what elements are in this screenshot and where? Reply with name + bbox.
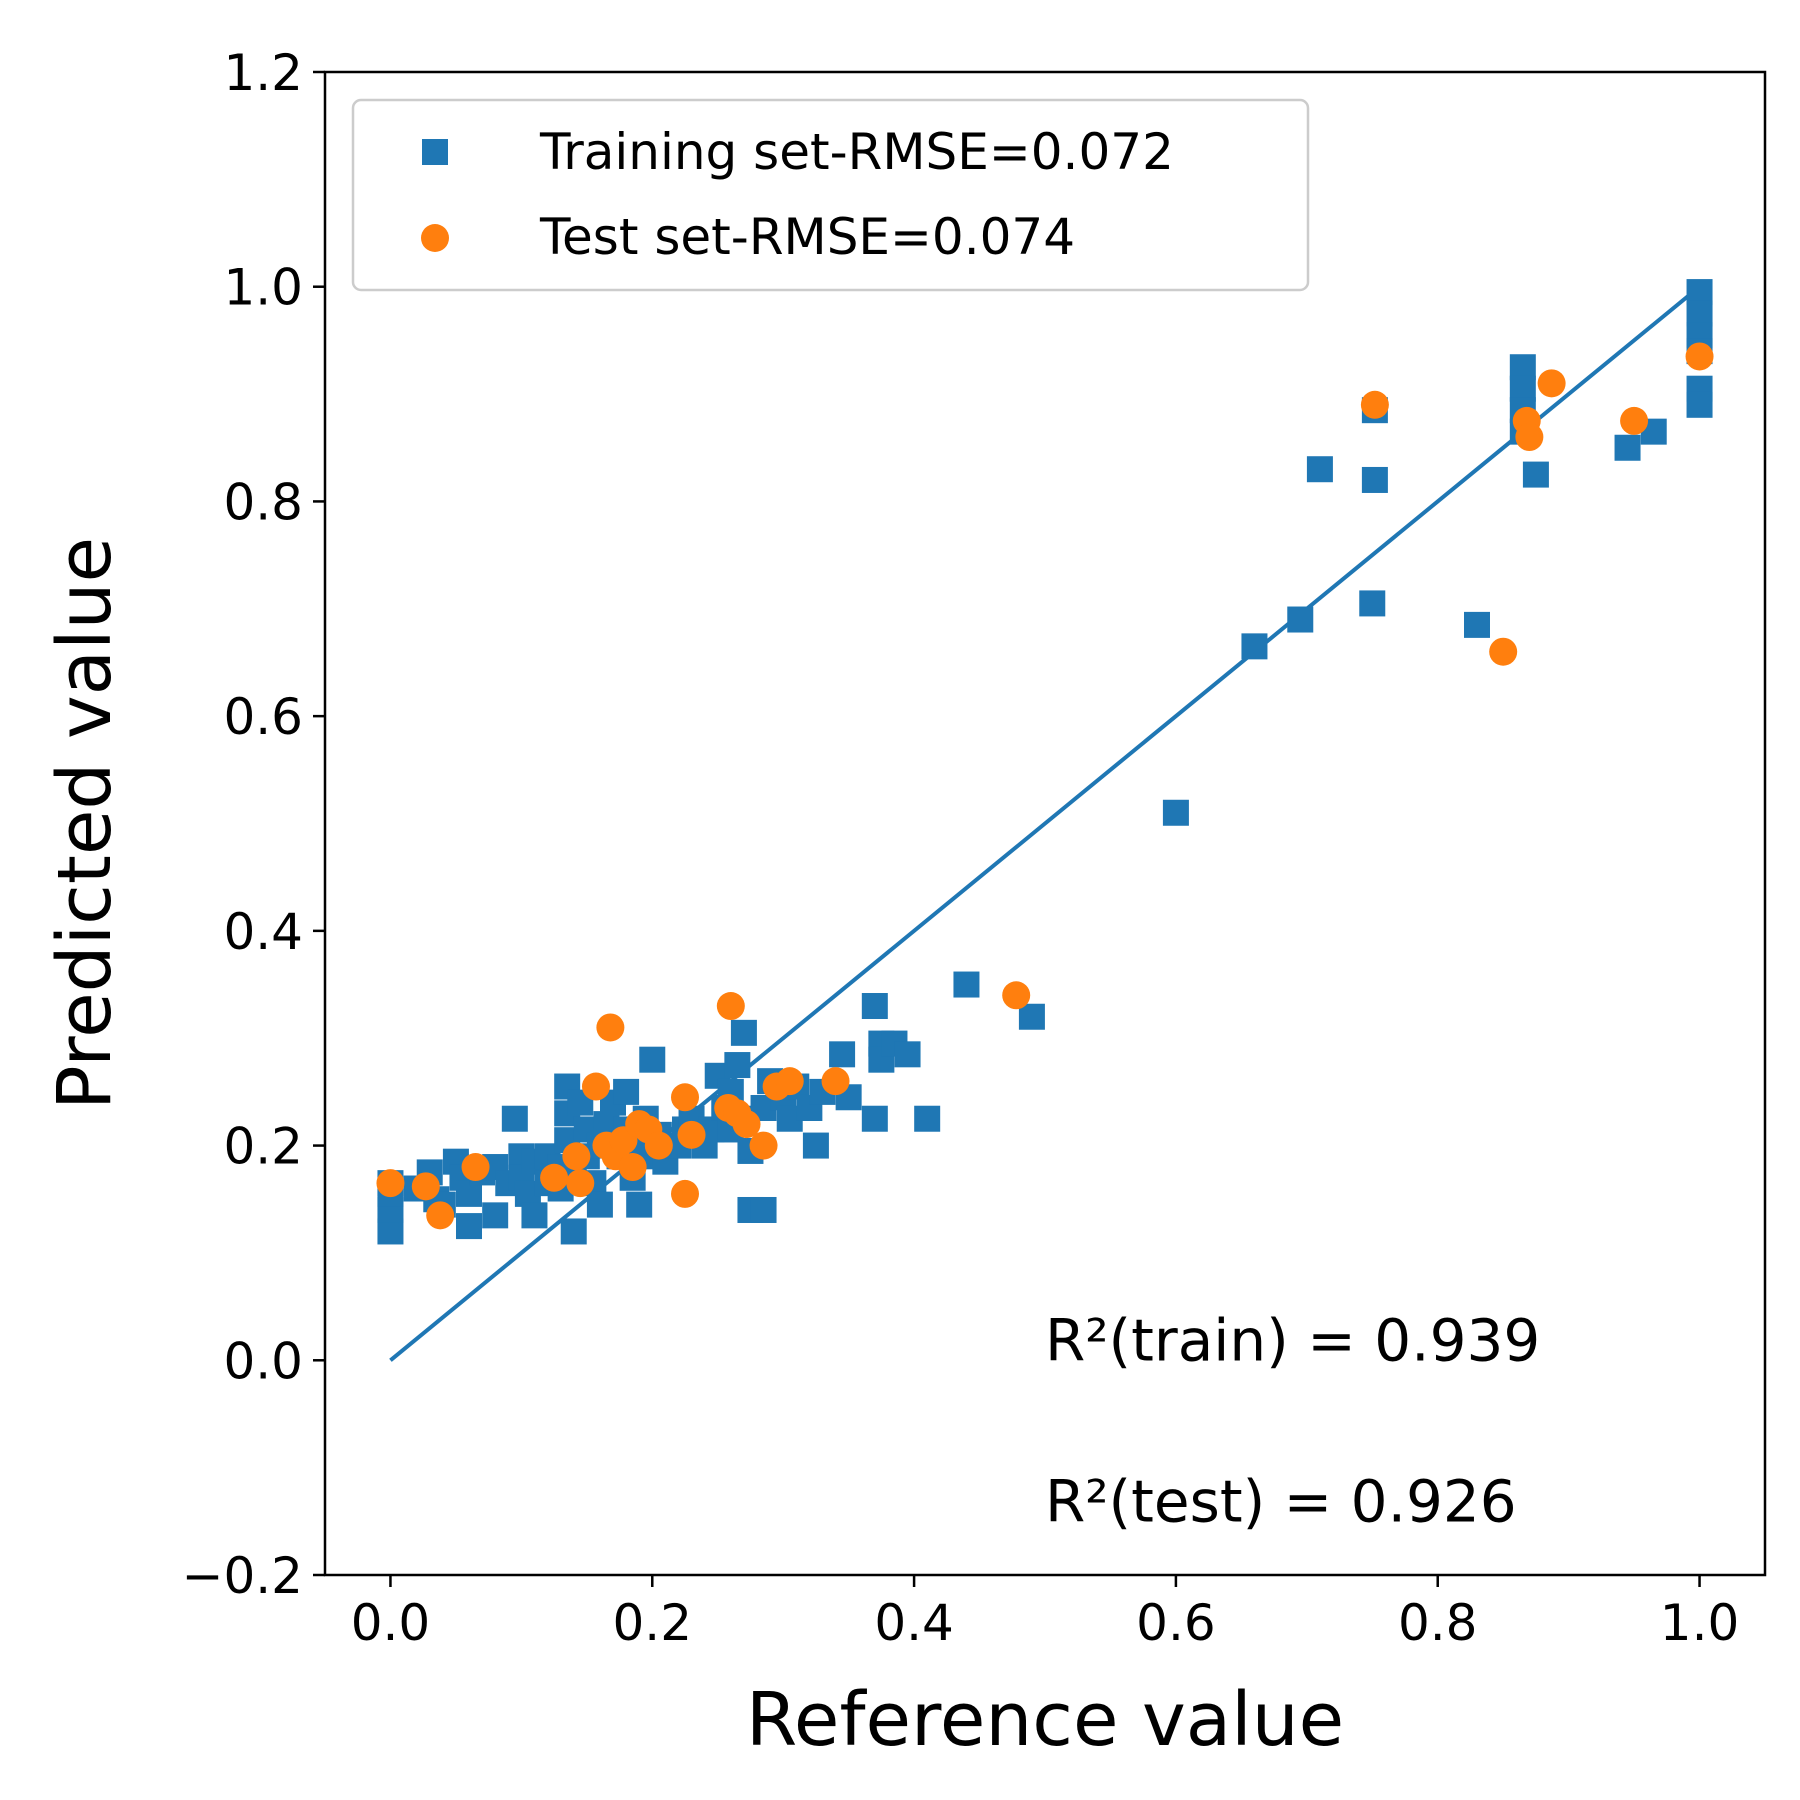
test-point — [426, 1201, 455, 1230]
test-point — [749, 1131, 778, 1160]
test-point — [644, 1131, 673, 1160]
test-point — [618, 1153, 647, 1182]
legend-square-marker — [422, 139, 448, 165]
y-axis-label: Predicted value — [42, 537, 128, 1110]
training-point — [1241, 633, 1268, 660]
training-point — [1306, 456, 1333, 483]
x-tick-label: 0.0 — [351, 1594, 431, 1652]
training-point — [953, 971, 980, 998]
training-point — [1686, 391, 1713, 418]
training-point — [724, 1052, 751, 1079]
plot-frame — [323, 70, 1767, 1577]
r2-train-annotation: R²(train) = 0.939 — [1045, 1306, 1540, 1374]
training-point — [802, 1132, 829, 1159]
test-point — [821, 1067, 850, 1096]
legend-label-test: Test set-RMSE=0.074 — [539, 208, 1075, 266]
test-point — [596, 1013, 625, 1042]
legend-label-training: Training set-RMSE=0.072 — [539, 123, 1174, 181]
test-point — [461, 1153, 490, 1182]
training-point — [1018, 1003, 1045, 1030]
training-series — [377, 279, 1713, 1245]
legend-circle-marker — [421, 224, 449, 252]
y-tick-label: 0.6 — [223, 688, 303, 746]
training-point — [586, 1191, 613, 1218]
test-point — [716, 992, 745, 1021]
x-tick-label: 0.8 — [1398, 1594, 1478, 1652]
test-point — [1515, 423, 1544, 452]
r2-test-annotation: R²(test) = 0.926 — [1045, 1467, 1517, 1535]
test-point — [566, 1169, 595, 1198]
test-point — [411, 1172, 440, 1201]
test-point — [671, 1179, 699, 1208]
y-tick-label: −0.2 — [182, 1547, 303, 1605]
training-point — [1359, 590, 1386, 617]
test-point — [1685, 342, 1714, 371]
training-point — [730, 1019, 757, 1046]
axes: 0.0 0.2 0.4 0.6 0.8 1.0 −0.2 0.0 0.2 0.4 0.6 0.8 1.0… — [42, 44, 1767, 1763]
test-point — [540, 1163, 569, 1192]
test-point — [1360, 390, 1389, 419]
training-point — [639, 1046, 666, 1073]
test-series — [376, 342, 1714, 1230]
y-tick-label: 1.0 — [223, 259, 303, 317]
test-point — [376, 1169, 405, 1198]
training-point — [482, 1202, 509, 1229]
identity-line — [389, 285, 1701, 1362]
x-tick-label: 0.6 — [1136, 1594, 1216, 1652]
y-tick-label: 1.2 — [223, 44, 303, 102]
test-point — [1489, 637, 1518, 666]
y-tick-label: 0.8 — [223, 473, 303, 531]
training-point — [501, 1105, 528, 1132]
training-point — [750, 1196, 777, 1223]
x-tick-label: 0.4 — [874, 1594, 954, 1652]
plot-marks — [376, 279, 1714, 1362]
training-point — [914, 1105, 941, 1132]
test-point — [581, 1072, 610, 1101]
x-axis-label: Reference value — [746, 1677, 1344, 1763]
test-point — [1537, 369, 1566, 398]
training-point — [626, 1191, 653, 1218]
y-tick-label: 0.2 — [223, 1118, 303, 1176]
training-point — [1162, 799, 1189, 826]
training-point — [613, 1078, 640, 1105]
test-point — [775, 1067, 804, 1096]
test-point — [1002, 981, 1031, 1010]
annotations: R²(train) = 0.939 R²(test) = 0.926 — [1045, 1306, 1540, 1535]
test-point — [732, 1110, 761, 1139]
training-point — [1522, 461, 1549, 488]
training-point — [521, 1202, 548, 1229]
test-point — [1620, 406, 1649, 435]
training-point — [560, 1218, 587, 1245]
legend: Training set-RMSE=0.072 Test set-RMSE=0.0… — [351, 98, 1310, 292]
test-point — [677, 1120, 706, 1149]
test-point — [562, 1142, 591, 1171]
training-point — [861, 1105, 888, 1132]
training-point — [1287, 606, 1314, 633]
test-point — [671, 1083, 699, 1112]
training-point — [1464, 611, 1490, 638]
training-point — [1361, 466, 1388, 493]
training-point — [1614, 434, 1641, 461]
training-point — [829, 1041, 856, 1068]
y-tick-label: 0.0 — [223, 1332, 303, 1390]
x-tick-label: 1.0 — [1660, 1594, 1740, 1652]
x-tick-label: 0.2 — [613, 1594, 693, 1652]
training-point — [456, 1213, 482, 1240]
legend-box — [351, 98, 1310, 292]
training-point — [894, 1041, 921, 1068]
y-tick-label: 0.4 — [223, 903, 303, 961]
training-point — [861, 993, 888, 1020]
